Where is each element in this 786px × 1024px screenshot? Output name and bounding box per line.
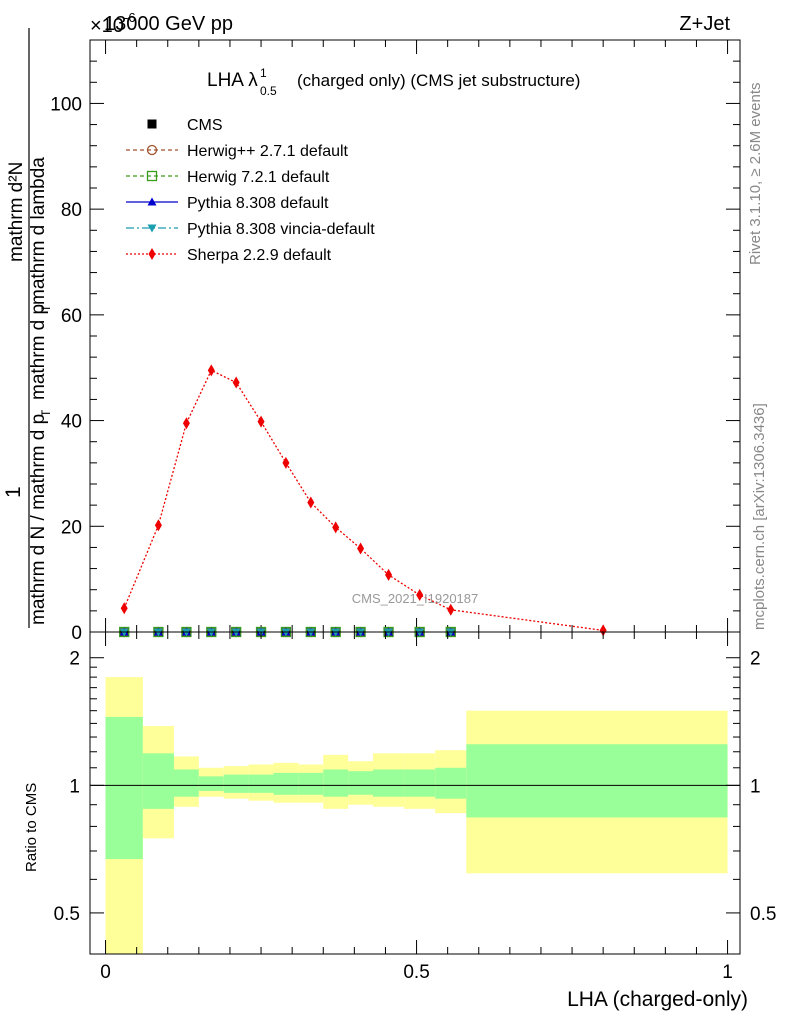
point-sherpa xyxy=(447,603,455,616)
point-sherpa xyxy=(232,376,240,389)
y-label-numerator: mathrm d²N xyxy=(6,162,27,262)
ratio-band-inner xyxy=(435,767,467,799)
legend-label: CMS xyxy=(187,117,223,134)
ratio-y-tick-label: 0.5 xyxy=(54,904,80,925)
ratio-band-inner xyxy=(298,772,324,795)
point-sherpa xyxy=(207,364,215,377)
legend-item-cms: CMS xyxy=(147,117,223,134)
legend-marker-pythia xyxy=(147,197,157,206)
y-label-one: 1 xyxy=(2,486,25,498)
ratio-y-tick-label: 1 xyxy=(69,776,80,797)
legend-label: Sherpa 2.2.9 default xyxy=(187,247,332,264)
legend-marker-herwig7 xyxy=(146,170,158,182)
exponent-label: ×10 xyxy=(90,15,124,37)
ratio-band-inner xyxy=(323,769,349,797)
watermark: CMS_2021_I1920187 xyxy=(352,591,479,606)
point-sherpa xyxy=(332,521,340,534)
legend-item-sherpa: Sherpa 2.2.9 default xyxy=(126,247,332,264)
legend-marker-herwigpp xyxy=(146,144,158,156)
ratio-band-inner xyxy=(273,772,299,795)
ratio-y-tick-label-right: 0.5 xyxy=(750,904,776,925)
point-sherpa xyxy=(120,602,128,615)
point-sherpa xyxy=(385,568,393,581)
y-tick-label: 80 xyxy=(61,200,82,221)
legend-item-vincia: Pythia 8.308 vincia-default xyxy=(126,221,375,238)
ratio-band-inner xyxy=(466,744,728,818)
title-main: LHA λ xyxy=(207,70,258,91)
legend: CMS Herwig++ 2.7.1 default Herwig 7.2.1 de… xyxy=(126,117,375,264)
point-sherpa xyxy=(182,417,190,430)
ratio-band-inner xyxy=(173,769,199,797)
main-y-axis-label: 1 mathrm d N / mathrm d p T mathrm d²N m… xyxy=(2,28,53,628)
y-label-denominator: mathrm d N / mathrm d p xyxy=(28,414,49,625)
header-energy: 13000 GeV pp xyxy=(104,13,233,35)
legend-marker-sherpa xyxy=(148,248,156,260)
ratio-y-axis-label: Ratio to CMS xyxy=(23,783,40,872)
mcplots-label: mcplots.cern.ch [arXiv:1306.3436] xyxy=(751,403,768,630)
x-tick-label: 0 xyxy=(100,962,111,983)
y-tick-label: 100 xyxy=(50,94,82,115)
legend-marker-cms xyxy=(147,119,157,129)
title-rest: (charged only) (CMS jet substructure) xyxy=(297,71,580,90)
ratio-band-inner xyxy=(105,716,143,860)
ratio-band-inner xyxy=(404,769,436,797)
legend-item-pythia: Pythia 8.308 default xyxy=(126,195,329,212)
point-sherpa xyxy=(416,589,424,601)
plot-title: LHA λ 1 0.5 (charged only) (CMS jet subs… xyxy=(207,66,580,98)
ratio-panel: 0.5 0.5 1 1 2 2 0 0.5 1 xyxy=(54,631,776,983)
legend-marker-vincia xyxy=(147,224,157,233)
legend-label: Pythia 8.308 vincia-default xyxy=(187,221,375,238)
point-sherpa xyxy=(257,415,265,428)
point-sherpa xyxy=(357,542,365,555)
legend-label: Herwig++ 2.7.1 default xyxy=(187,143,349,160)
ratio-band-inner xyxy=(373,769,405,797)
point-sherpa xyxy=(282,456,290,469)
ratio-band-inner xyxy=(248,774,274,793)
legend-item-herwig7: Herwig 7.2.1 default xyxy=(126,169,330,186)
point-sherpa xyxy=(154,519,162,532)
ratio-band-inner xyxy=(198,776,224,791)
ratio-y-tick-label: 2 xyxy=(69,649,80,670)
ratio-band-inner xyxy=(142,753,174,809)
y-label-numer-denom: mathrm d p xyxy=(28,304,49,400)
x-tick-label: 1 xyxy=(722,962,733,983)
y-label-denominator-sub: T xyxy=(39,409,53,417)
y-tick-label: 20 xyxy=(61,517,82,538)
legend-item-herwigpp: Herwig++ 2.7.1 default xyxy=(126,143,349,160)
x-tick-label: 0.5 xyxy=(403,962,429,983)
ratio-band-inner xyxy=(348,771,374,795)
y-tick-label: 0 xyxy=(71,623,82,644)
legend-label: Herwig 7.2.1 default xyxy=(187,169,330,186)
rivet-label: Rivet 3.1.10, ≥ 2.6M events xyxy=(747,83,764,266)
y-label-numer-denom-rest: mathrm d lambda xyxy=(28,157,49,305)
ratio-frame xyxy=(89,631,741,955)
ratio-band-inner xyxy=(223,774,249,793)
header-process: Z+Jet xyxy=(679,13,730,35)
sherpa-line xyxy=(123,369,604,632)
ratio-y-tick-label-right: 2 xyxy=(750,649,761,670)
legend-label: Pythia 8.308 default xyxy=(187,195,329,212)
series-sherpa xyxy=(120,364,607,637)
main-panel: 0 20 40 60 80 100 xyxy=(50,39,741,644)
point-sherpa xyxy=(599,624,607,637)
exponent-value: -6 xyxy=(124,10,136,25)
point-sherpa xyxy=(307,496,315,509)
x-axis-label: LHA (charged-only) xyxy=(567,988,748,1011)
y-tick-label: 40 xyxy=(61,412,82,433)
ratio-y-tick-label-right: 1 xyxy=(750,776,761,797)
y-tick-label: 60 xyxy=(61,306,82,327)
title-subscript: 0.5 xyxy=(260,84,277,98)
title-superscript: 1 xyxy=(260,66,267,80)
y-label-numer-denom-sub: T xyxy=(39,304,53,312)
